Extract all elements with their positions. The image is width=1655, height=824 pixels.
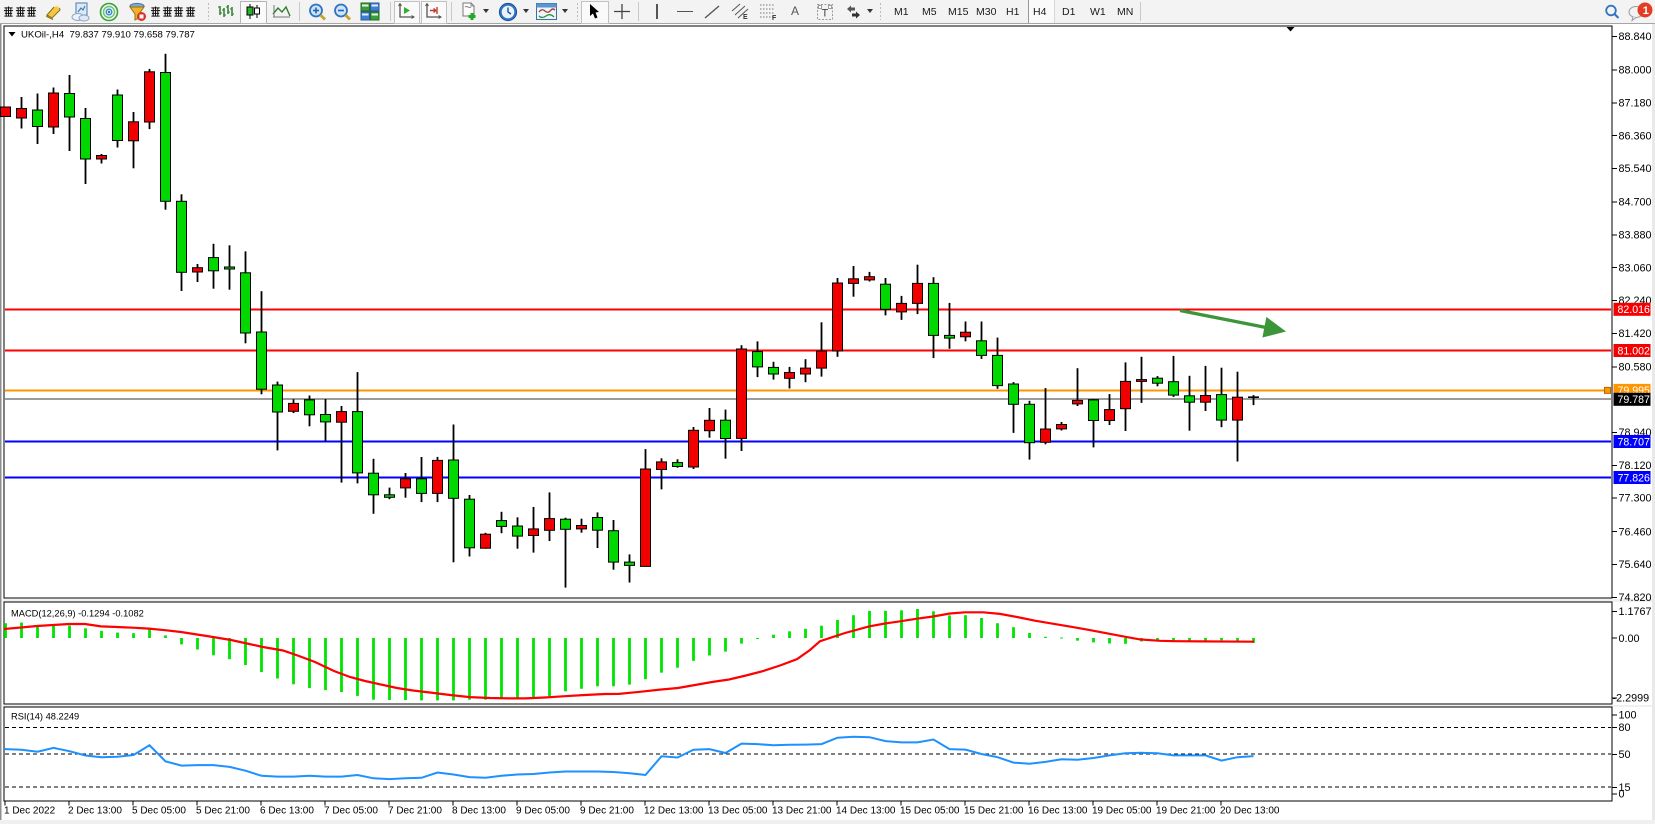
svg-text:15 Dec 21:00: 15 Dec 21:00 — [964, 806, 1024, 817]
svg-text:74.820: 74.820 — [1619, 592, 1652, 604]
svg-text:UKOil-,H4 79.837 79.910 79.65: UKOil-,H4 79.837 79.910 79.658 79.787 — [21, 30, 195, 41]
svg-text:16 Dec 13:00: 16 Dec 13:00 — [1028, 806, 1088, 817]
svg-text:19 Dec 21:00: 19 Dec 21:00 — [1156, 806, 1216, 817]
svg-text:87.180: 87.180 — [1619, 98, 1652, 110]
svg-text:9 Dec 05:00: 9 Dec 05:00 — [516, 806, 570, 817]
svg-text:5 Dec 05:00: 5 Dec 05:00 — [132, 806, 186, 817]
svg-text:85.540: 85.540 — [1619, 163, 1652, 175]
svg-text:88.000: 88.000 — [1619, 65, 1652, 77]
svg-text:2 Dec 13:00: 2 Dec 13:00 — [68, 806, 122, 817]
svg-text:13 Dec 05:00: 13 Dec 05:00 — [708, 806, 768, 817]
svg-text:0: 0 — [1619, 788, 1625, 800]
svg-text:76.460: 76.460 — [1619, 526, 1652, 538]
svg-text:84.700: 84.700 — [1619, 197, 1652, 209]
svg-text:82.016: 82.016 — [1618, 304, 1651, 316]
svg-text:5 Dec 21:00: 5 Dec 21:00 — [196, 806, 250, 817]
svg-text:E: E — [743, 14, 748, 21]
svg-text:13 Dec 21:00: 13 Dec 21:00 — [772, 806, 832, 817]
svg-text:6 Dec 13:00: 6 Dec 13:00 — [260, 806, 314, 817]
svg-text:78.707: 78.707 — [1618, 436, 1651, 448]
svg-text:77.300: 77.300 — [1619, 493, 1652, 505]
svg-text:8 Dec 13:00: 8 Dec 13:00 — [452, 806, 506, 817]
svg-text:7 Dec 21:00: 7 Dec 21:00 — [388, 806, 442, 817]
svg-text:15: 15 — [1619, 782, 1631, 794]
svg-text:19 Dec 05:00: 19 Dec 05:00 — [1092, 806, 1152, 817]
svg-text:7 Dec 05:00: 7 Dec 05:00 — [324, 806, 378, 817]
svg-text:86.360: 86.360 — [1619, 130, 1652, 142]
svg-text:80.580: 80.580 — [1619, 362, 1652, 374]
svg-text:78.120: 78.120 — [1619, 460, 1652, 472]
svg-text:0.00: 0.00 — [1619, 633, 1640, 645]
svg-text:83.060: 83.060 — [1619, 262, 1652, 274]
svg-text:88.840: 88.840 — [1619, 31, 1652, 43]
svg-text:83.880: 83.880 — [1619, 230, 1652, 242]
svg-text:RSI(14) 48.2249: RSI(14) 48.2249 — [11, 712, 79, 722]
svg-text:81.002: 81.002 — [1618, 345, 1651, 357]
svg-text:9 Dec 21:00: 9 Dec 21:00 — [580, 806, 634, 817]
svg-text:50: 50 — [1619, 749, 1631, 761]
svg-text:1.1767: 1.1767 — [1619, 606, 1652, 618]
svg-text:1 Dec 2022: 1 Dec 2022 — [4, 806, 56, 817]
svg-text:75.640: 75.640 — [1619, 559, 1652, 571]
svg-text:20 Dec 13:00: 20 Dec 13:00 — [1220, 806, 1280, 817]
svg-text:14 Dec 13:00: 14 Dec 13:00 — [836, 806, 896, 817]
svg-text:80: 80 — [1619, 722, 1631, 734]
svg-text:F: F — [772, 15, 777, 21]
svg-text:15 Dec 05:00: 15 Dec 05:00 — [900, 806, 960, 817]
svg-text:T: T — [822, 8, 829, 20]
svg-text:1: 1 — [1643, 5, 1649, 17]
svg-text:12 Dec 13:00: 12 Dec 13:00 — [644, 806, 704, 817]
svg-text:81.420: 81.420 — [1619, 328, 1652, 340]
svg-text:MACD(12,26,9) -0.1294 -0.1082: MACD(12,26,9) -0.1294 -0.1082 — [11, 609, 144, 619]
svg-text:100: 100 — [1619, 709, 1637, 721]
svg-text:-2.2999: -2.2999 — [1613, 692, 1650, 704]
svg-text:77.826: 77.826 — [1618, 472, 1651, 484]
svg-text:79.787: 79.787 — [1618, 394, 1651, 406]
